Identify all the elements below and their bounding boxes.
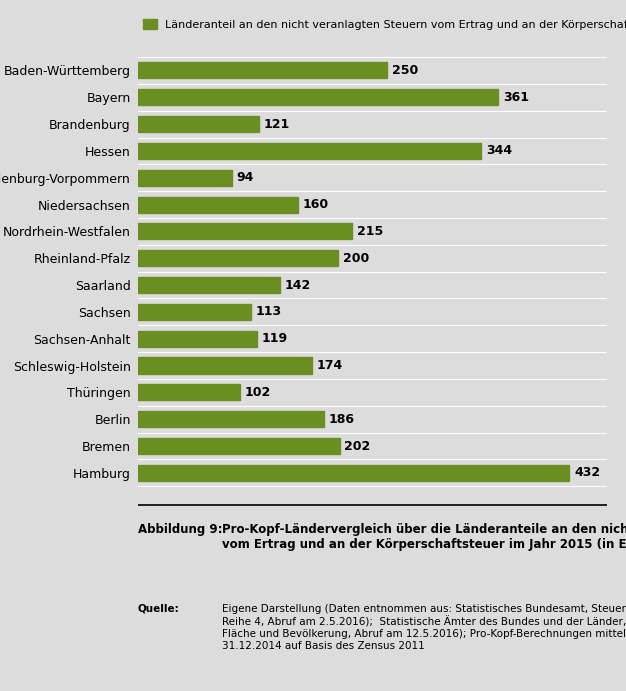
Text: 160: 160 bbox=[302, 198, 329, 211]
Bar bbox=[138, 384, 240, 400]
Bar bbox=[138, 277, 280, 293]
Text: Quelle:: Quelle: bbox=[138, 603, 180, 614]
Text: 142: 142 bbox=[285, 278, 311, 292]
Text: 361: 361 bbox=[503, 91, 530, 104]
Text: 250: 250 bbox=[393, 64, 419, 77]
Text: 174: 174 bbox=[317, 359, 343, 372]
Bar bbox=[138, 304, 250, 320]
Bar bbox=[138, 143, 481, 159]
Text: 432: 432 bbox=[574, 466, 600, 480]
Text: 94: 94 bbox=[237, 171, 254, 184]
Text: 186: 186 bbox=[329, 413, 354, 426]
Bar bbox=[138, 116, 259, 132]
Legend: Länderanteil an den nicht veranlagten Steuern vom Ertrag und an der Körperschaft: Länderanteil an den nicht veranlagten St… bbox=[143, 19, 626, 30]
Bar bbox=[138, 223, 352, 240]
Text: Pro-Kopf-Ländervergleich über die Länderanteile an den nicht veranlagten Steuern: Pro-Kopf-Ländervergleich über die Länder… bbox=[222, 523, 626, 551]
Text: Eigene Darstellung (Daten entnommen aus: Statistisches Bundesamt, Steuerhaushalt: Eigene Darstellung (Daten entnommen aus:… bbox=[222, 603, 626, 651]
Bar bbox=[138, 331, 257, 347]
Bar bbox=[138, 89, 498, 105]
Text: 119: 119 bbox=[262, 332, 288, 346]
Text: 215: 215 bbox=[357, 225, 384, 238]
Bar bbox=[138, 465, 569, 481]
Text: 344: 344 bbox=[486, 144, 513, 158]
Bar bbox=[138, 357, 312, 374]
Text: 121: 121 bbox=[264, 117, 290, 131]
Text: 113: 113 bbox=[255, 305, 282, 319]
Text: Abbildung 9:: Abbildung 9: bbox=[138, 523, 222, 536]
Text: 202: 202 bbox=[344, 439, 371, 453]
Bar bbox=[138, 411, 324, 427]
Bar bbox=[138, 438, 339, 454]
Text: 102: 102 bbox=[245, 386, 271, 399]
Bar bbox=[138, 170, 232, 186]
Text: 200: 200 bbox=[342, 252, 369, 265]
Bar bbox=[138, 196, 297, 213]
Bar bbox=[138, 62, 387, 79]
Bar bbox=[138, 250, 337, 266]
